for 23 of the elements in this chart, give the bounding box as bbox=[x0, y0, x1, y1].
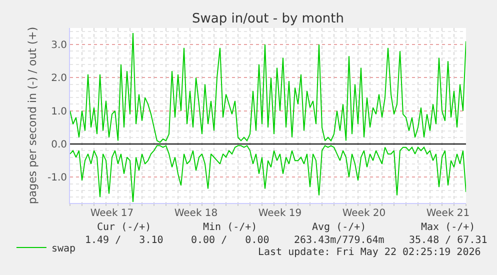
x-tick-label: Week 20 bbox=[342, 208, 386, 219]
x-tick-label: Week 17 bbox=[90, 208, 134, 219]
x-tick-label: Week 18 bbox=[174, 208, 218, 219]
y-tick-label: 0.0 bbox=[51, 140, 67, 150]
text: Min (-/+) bbox=[203, 222, 258, 233]
y-tick-label: 2.0 bbox=[51, 73, 67, 84]
y-tick-label: -1.0 bbox=[47, 172, 67, 184]
text: 0.00 / 0.00 bbox=[191, 235, 270, 246]
x-tick-label: Week 21 bbox=[426, 208, 470, 219]
text: Last update: Fri May 22 02:25:19 2026 bbox=[258, 247, 481, 258]
text: 35.48 / 67.31 bbox=[409, 235, 488, 246]
y-tick-label: 1.0 bbox=[51, 106, 67, 118]
x-tick-label: Week 19 bbox=[258, 208, 302, 219]
text: 263.43m/779.64m bbox=[294, 235, 384, 246]
text: 1.49 / 3.10 bbox=[85, 235, 164, 246]
chart-title: Swap in/out - by month bbox=[192, 12, 344, 27]
text: Max (-/+) bbox=[421, 222, 476, 233]
y-tick-label: 3.0 bbox=[51, 40, 67, 52]
y-axis-title: pages per second in (-) / out (+) bbox=[26, 26, 40, 204]
text: Cur (-/+) bbox=[97, 222, 152, 233]
line-series bbox=[70, 32, 466, 143]
legend-label: swap bbox=[51, 243, 76, 254]
text: Avg (-/+) bbox=[312, 222, 366, 233]
